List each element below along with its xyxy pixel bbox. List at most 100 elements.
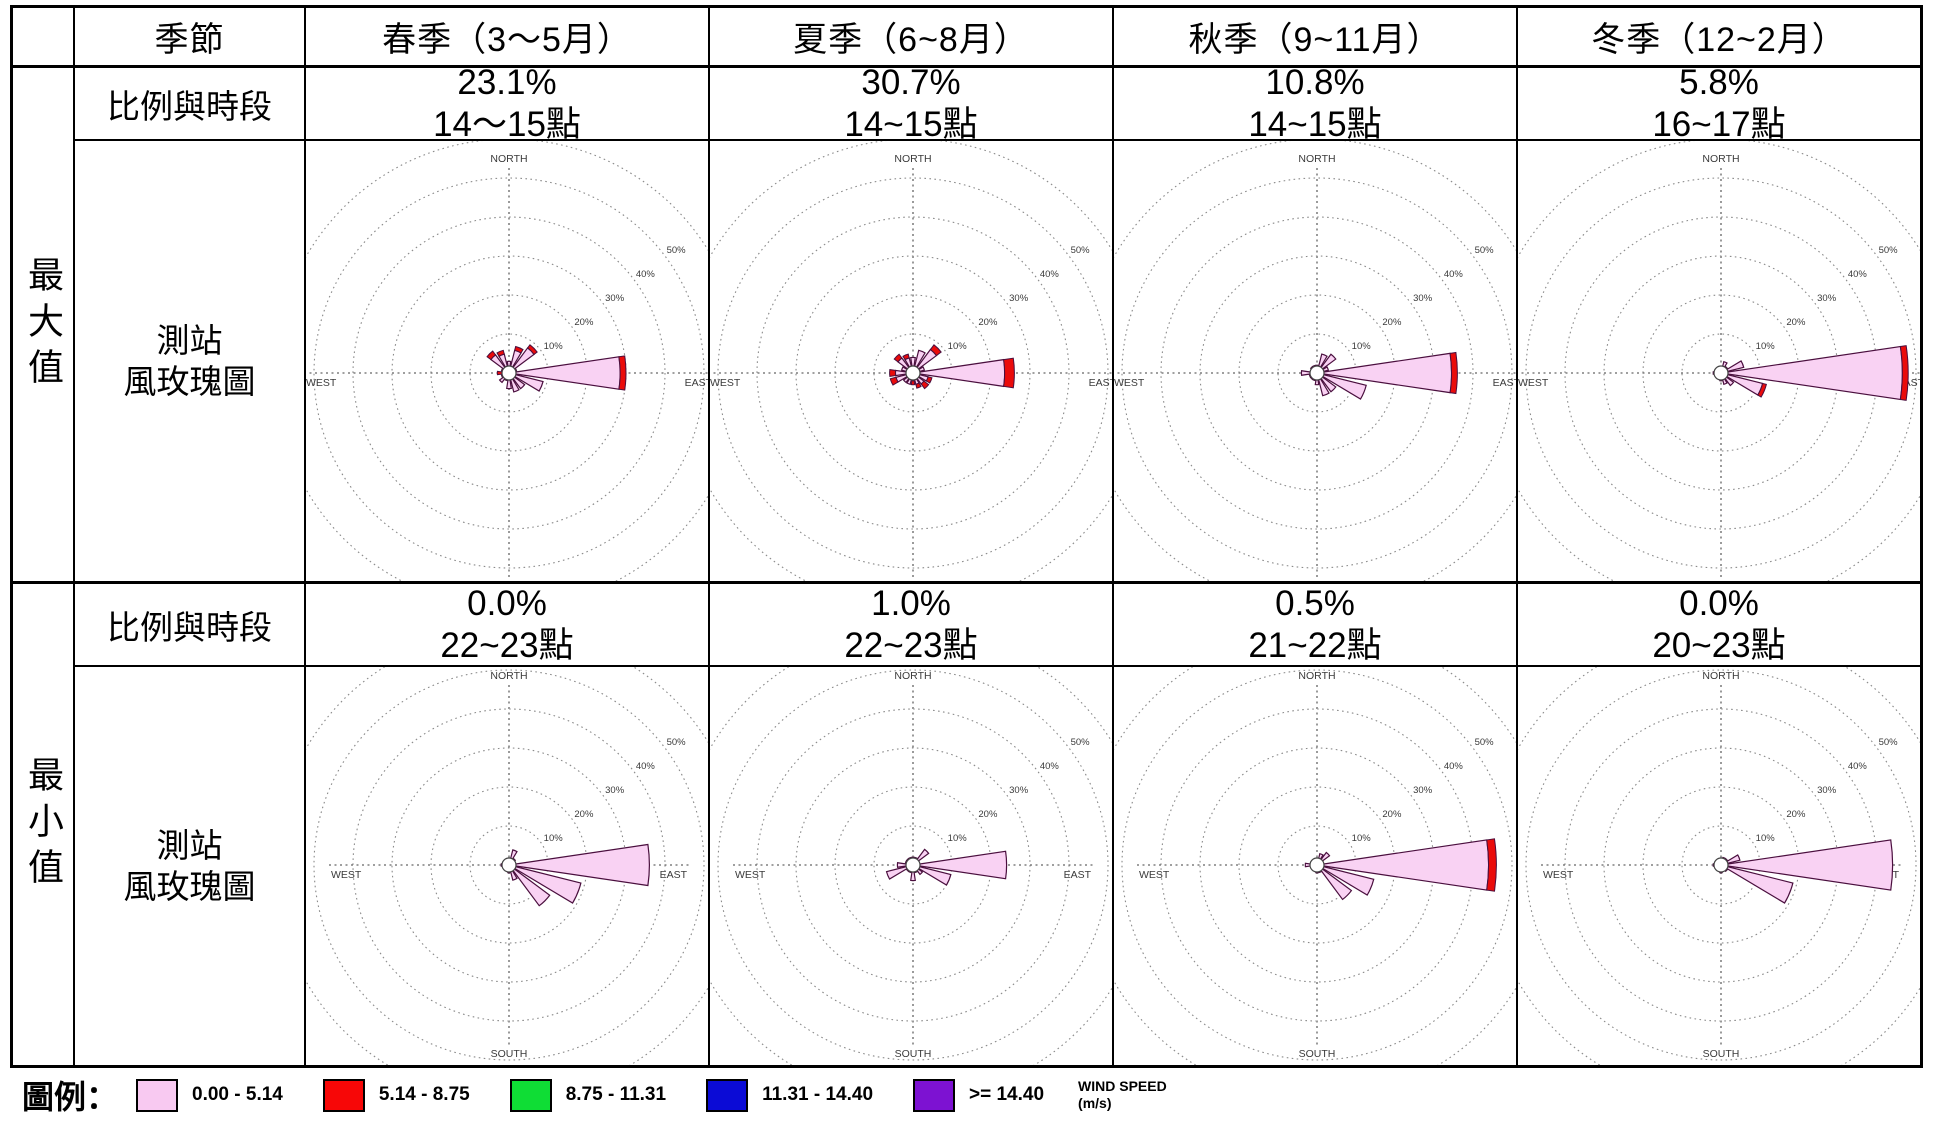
svg-text:40%: 40%	[636, 269, 656, 280]
svg-text:40%: 40%	[1444, 761, 1464, 772]
svg-text:WEST: WEST	[331, 869, 362, 881]
svg-text:SOUTH: SOUTH	[1703, 1048, 1740, 1060]
svg-text:40%: 40%	[1848, 761, 1868, 772]
prop-winter-max: 5.8% 16~17點	[1516, 65, 1920, 139]
svg-text:50%: 50%	[1475, 737, 1495, 748]
prop-summer-max: 30.7% 14~15點	[708, 65, 1112, 139]
svg-text:EAST: EAST	[1493, 377, 1516, 389]
legend-swatch-band2-icon	[322, 1078, 365, 1112]
svg-text:NORTH: NORTH	[894, 670, 931, 682]
chart-label-max-line1: 測站	[156, 321, 223, 359]
legend-label-band1: 0.00 - 5.14	[192, 1084, 283, 1105]
svg-text:10%: 10%	[948, 833, 968, 844]
header-winter: 冬季（12~2月）	[1516, 8, 1920, 65]
legend-label-band2: 5.14 - 8.75	[378, 1084, 470, 1105]
svg-text:40%: 40%	[1040, 269, 1060, 280]
svg-text:20%: 20%	[1382, 809, 1402, 820]
svg-text:NORTH: NORTH	[894, 153, 931, 165]
legend-label-band5: >= 14.40	[969, 1084, 1045, 1105]
svg-text:10%: 10%	[1352, 833, 1372, 844]
pct-winter-min: 0.0%	[1679, 584, 1759, 624]
svg-text:20%: 20%	[978, 809, 998, 820]
legend-title: 圖例：	[22, 1079, 119, 1115]
svg-text:WEST: WEST	[1543, 869, 1574, 881]
svg-text:NORTH: NORTH	[1702, 153, 1739, 165]
prop-autumn-max: 10.8% 14~15點	[1112, 65, 1516, 139]
season-header-label: 季節	[73, 8, 304, 65]
svg-text:30%: 30%	[605, 785, 625, 796]
svg-text:30%: 30%	[1817, 785, 1837, 796]
svg-text:EAST: EAST	[660, 869, 688, 881]
legend-label-band3: 8.75 - 11.31	[565, 1084, 667, 1105]
svg-text:WEST: WEST	[710, 377, 741, 389]
prop-spring-min: 0.0% 22~23點	[304, 581, 708, 665]
pct-summer-max: 30.7%	[861, 65, 961, 103]
chart-label-max-line2: 風玫瑰圖	[123, 363, 256, 400]
svg-text:10%: 10%	[1756, 341, 1776, 352]
svg-text:10%: 10%	[1352, 341, 1372, 352]
svg-text:NORTH: NORTH	[490, 670, 527, 682]
chart-label-min-line1: 測站	[156, 826, 223, 864]
prop-label-max: 比例與時段	[73, 65, 304, 139]
prop-spring-max: 23.1% 14～15點	[304, 65, 708, 139]
svg-text:SOUTH: SOUTH	[895, 1048, 932, 1060]
svg-text:EAST: EAST	[1064, 869, 1092, 881]
header-autumn: 秋季（9~11月）	[1112, 8, 1516, 65]
wind-rose-spring-min: NORTH SOUTH WEST EAST 10% 20% 30% 40% 50%	[306, 667, 708, 1065]
legend-unit-sub: (m/s)	[1078, 1095, 1112, 1111]
pct-winter-max: 5.8%	[1679, 65, 1759, 103]
pct-autumn-min: 0.5%	[1275, 584, 1355, 624]
svg-text:10%: 10%	[544, 833, 564, 844]
prop-winter-min: 0.0% 20~23點	[1516, 581, 1920, 665]
prop-summer-min: 1.0% 22~23點	[708, 581, 1112, 665]
time-spring-max: 14～15點	[433, 104, 581, 140]
svg-text:20%: 20%	[574, 809, 594, 820]
svg-text:NORTH: NORTH	[1298, 670, 1335, 682]
pct-spring-max: 23.1%	[457, 65, 557, 103]
svg-text:EAST: EAST	[1089, 377, 1112, 389]
svg-text:40%: 40%	[1040, 761, 1060, 772]
legend: 圖例： 0.00 - 5.14 5.14 - 8.75 8.75 - 11.31…	[22, 1072, 1167, 1118]
prop-autumn-min: 0.5% 21~22點	[1112, 581, 1516, 665]
svg-text:WEST: WEST	[1518, 377, 1549, 389]
svg-text:20%: 20%	[1786, 317, 1806, 328]
time-spring-min: 22~23點	[440, 625, 574, 665]
legend-swatch-band1-icon	[136, 1078, 179, 1112]
header-spring: 春季（3～5月）	[304, 8, 708, 65]
svg-text:10%: 10%	[1756, 833, 1776, 844]
legend-label-band4: 11.31 - 14.40	[762, 1084, 874, 1105]
row-group-label-max: 最大值	[13, 65, 73, 581]
pct-summer-min: 1.0%	[871, 584, 951, 624]
svg-text:20%: 20%	[978, 317, 998, 328]
svg-text:50%: 50%	[1879, 737, 1899, 748]
time-summer-max: 14~15點	[844, 104, 978, 140]
legend-swatch-band3-icon	[509, 1078, 552, 1112]
svg-text:SOUTH: SOUTH	[491, 1048, 528, 1060]
chart-label-min: 測站 風玫瑰圖	[73, 665, 304, 1065]
svg-text:40%: 40%	[1848, 269, 1868, 280]
svg-text:NORTH: NORTH	[1702, 670, 1739, 682]
chart-label-min-line2: 風玫瑰圖	[123, 868, 256, 905]
svg-text:WEST: WEST	[1139, 869, 1170, 881]
legend-unit-label: WIND SPEED	[1078, 1077, 1167, 1094]
svg-text:50%: 50%	[1475, 245, 1495, 256]
svg-text:WEST: WEST	[1114, 377, 1145, 389]
svg-text:WEST: WEST	[735, 869, 766, 881]
svg-text:30%: 30%	[605, 293, 625, 304]
pct-autumn-max: 10.8%	[1265, 65, 1365, 103]
svg-text:50%: 50%	[667, 737, 687, 748]
svg-text:NORTH: NORTH	[490, 153, 527, 165]
time-winter-min: 20~23點	[1652, 625, 1786, 665]
svg-text:20%: 20%	[1786, 809, 1806, 820]
svg-text:50%: 50%	[667, 245, 687, 256]
corner-cell	[13, 8, 73, 65]
seasonal-wind-rose-table: 季節 春季（3～5月） 夏季（6~8月） 秋季（9~11月） 冬季（12~2月）…	[10, 5, 1923, 1068]
legend-swatch-band4-icon	[706, 1078, 749, 1112]
svg-text:30%: 30%	[1817, 293, 1837, 304]
pct-spring-min: 0.0%	[467, 584, 547, 624]
time-winter-max: 16~17點	[1652, 104, 1786, 140]
